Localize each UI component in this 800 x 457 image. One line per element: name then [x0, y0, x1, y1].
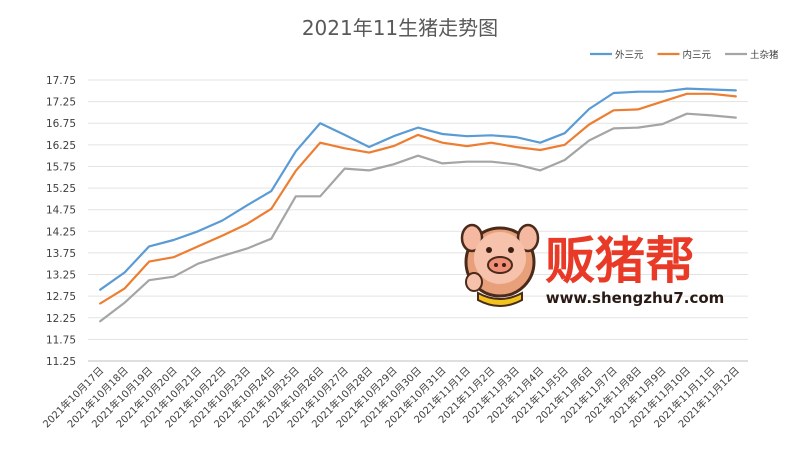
gridlines [88, 79, 748, 362]
series-line-2 [99, 112, 737, 323]
y-tick-label: 11.25 [46, 356, 76, 368]
pig-mascot-icon [460, 223, 540, 307]
legend: 外三元 内三元 土杂猪 [590, 49, 779, 61]
y-tick-label: 14.75 [46, 205, 76, 217]
y-tick-label: 15.75 [46, 161, 76, 173]
series-line-1 [99, 92, 737, 305]
series-lines [99, 87, 737, 323]
y-tick-label: 17.75 [46, 75, 76, 87]
y-tick-label: 12.25 [46, 313, 76, 325]
watermark-brand: 贩猪帮 [545, 232, 695, 290]
legend-label: 土杂猪 [750, 49, 779, 61]
y-axis-ticks: 11.25 11.75 12.25 12.75 13.25 13.75 14.25 14.75… [46, 75, 76, 368]
watermark-url: www.shengzhu7.com [546, 289, 725, 307]
series-line-0 [99, 87, 737, 291]
legend-label: 外三元 [615, 49, 644, 61]
y-tick-label: 13.25 [46, 270, 76, 282]
watermark-logo: 贩猪帮 www.shengzhu7.com [460, 223, 725, 307]
y-tick-label: 14.25 [46, 226, 76, 238]
y-tick-label: 15.25 [46, 183, 76, 195]
y-tick-label: 16.25 [46, 140, 76, 152]
x-axis-ticks: 2021年10月17日2021年10月18日2021年10月19日2021年10… [40, 364, 742, 430]
chart-title: 2021年11生猪走势图 [301, 16, 499, 40]
y-tick-label: 17.25 [46, 97, 76, 109]
y-tick-label: 12.75 [46, 291, 76, 303]
y-tick-label: 11.75 [46, 334, 76, 346]
legend-label: 内三元 [683, 49, 712, 61]
y-tick-label: 16.75 [46, 118, 76, 130]
y-tick-label: 13.75 [46, 248, 76, 260]
